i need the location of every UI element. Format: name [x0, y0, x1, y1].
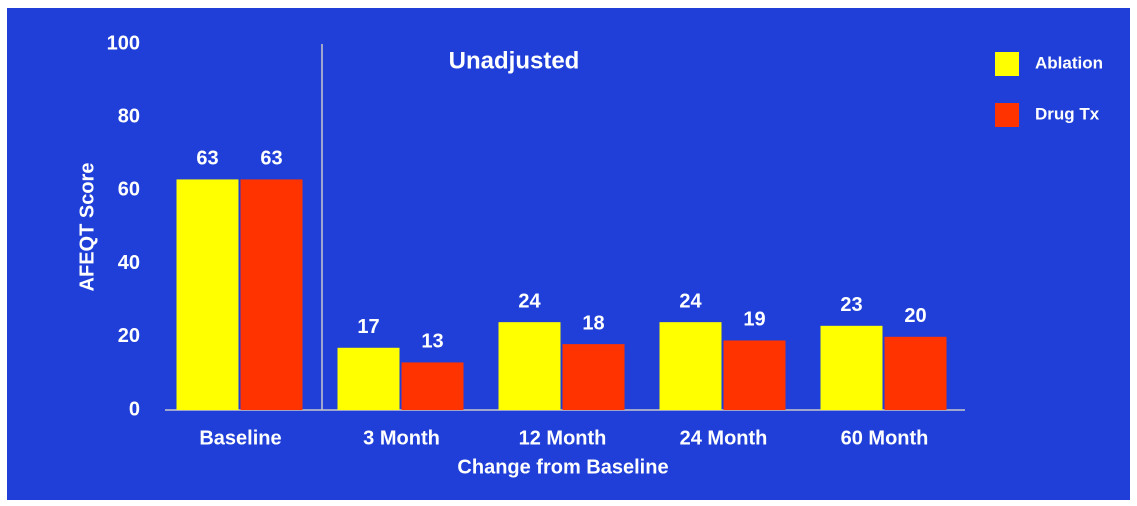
bar [723, 340, 786, 410]
bar [820, 325, 883, 410]
legend-swatch [995, 52, 1019, 76]
y-axis-label: AFEQT Score [76, 163, 98, 292]
value-label: 18 [582, 312, 604, 334]
bar [176, 179, 239, 410]
legend-swatch [995, 103, 1019, 127]
background [7, 8, 1130, 500]
bar [240, 179, 303, 410]
x-axis-label: Change from Baseline [457, 456, 668, 478]
bar [562, 344, 625, 410]
bar [401, 362, 464, 410]
x-tick-label: 24 Month [680, 427, 768, 449]
bar [884, 336, 947, 410]
value-label: 63 [260, 148, 282, 170]
annotation: Unadjusted [449, 47, 580, 74]
value-label: 23 [840, 294, 862, 316]
y-tick-label: 60 [118, 179, 140, 201]
value-label: 24 [679, 290, 702, 312]
value-label: 13 [421, 331, 443, 353]
y-tick-label: 40 [118, 252, 140, 274]
value-label: 19 [743, 309, 765, 331]
x-tick-label: 3 Month [363, 427, 440, 449]
x-tick-label: 12 Month [519, 427, 607, 449]
y-tick-label: 80 [118, 105, 140, 127]
legend-label: Drug Tx [1035, 104, 1100, 123]
bar [337, 347, 400, 410]
bar [498, 322, 561, 410]
legend-label: Ablation [1035, 53, 1103, 72]
y-tick-label: 20 [118, 325, 140, 347]
bar [659, 322, 722, 410]
value-label: 63 [196, 148, 218, 170]
value-label: 17 [357, 316, 379, 338]
value-label: 24 [518, 290, 541, 312]
x-tick-label: 60 Month [841, 427, 929, 449]
y-tick-label: 100 [107, 32, 140, 54]
value-label: 20 [904, 305, 926, 327]
x-tick-label: Baseline [199, 427, 281, 449]
y-tick-label: 0 [129, 398, 140, 420]
